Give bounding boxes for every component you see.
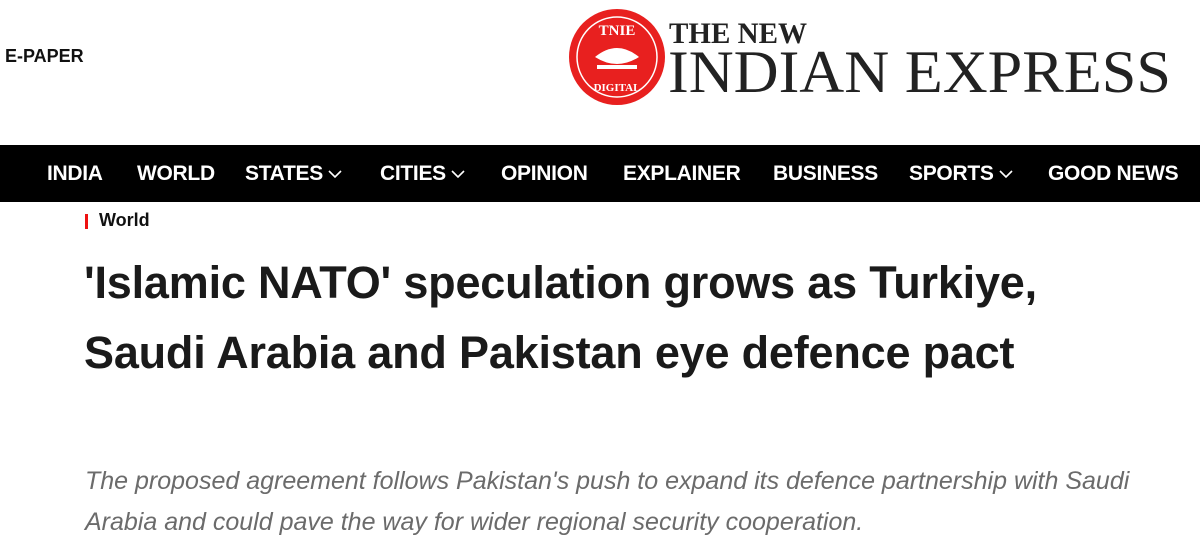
nav-label: BUSINESS [773,162,878,185]
logo-badge-top: TNIE [599,23,636,39]
nav-label: EXPLAINER [623,162,741,185]
nav-item[interactable]: STATES [245,145,343,202]
nav-item[interactable]: EXPLAINER [623,145,741,202]
nav-item[interactable]: GOOD NEWS [1048,145,1179,202]
nav-label: CITIES [380,162,446,185]
logo-line2: INDIAN EXPRESS [668,39,1171,105]
logo-emblem-base [597,65,637,69]
section-marker [85,214,88,229]
chevron [451,170,465,179]
nav-label: OPINION [501,162,588,185]
nav-bar: INDIA WORLD STATES CITIES OPINION EXPLAI… [0,145,1200,202]
chevron [328,170,342,179]
nav-item[interactable]: CITIES [380,145,466,202]
nav-label: INDIA [47,162,103,185]
nav-label: SPORTS [909,162,994,185]
nav-item[interactable]: WORLD [137,145,215,202]
nav-item[interactable]: OPINION [501,145,588,202]
logo-badge-bottom: DIGITAL [594,82,641,94]
section-label[interactable]: World [99,210,150,230]
nav-item[interactable]: BUSINESS [773,145,878,202]
logo-badge-ring [576,16,658,98]
e-paper-link[interactable]: E-PAPER [5,46,84,66]
headline: 'Islamic NATO' speculation grows as Turk… [84,257,1037,378]
nav-item[interactable]: SPORTS [909,145,1014,202]
nav-label: GOOD NEWS [1048,162,1179,185]
nav-label: STATES [245,162,323,185]
chevron [998,170,1013,179]
logo-emblem [595,48,639,64]
logo[interactable]: TNIE DIGITAL THE NEW INDIAN EXPRESS [565,5,1185,105]
logo-line1: THE NEW [669,17,807,50]
summary: The proposed agreement follows Pakistan'… [85,467,1130,536]
nav-item[interactable]: INDIA [47,145,103,202]
nav-label: WORLD [137,162,215,185]
